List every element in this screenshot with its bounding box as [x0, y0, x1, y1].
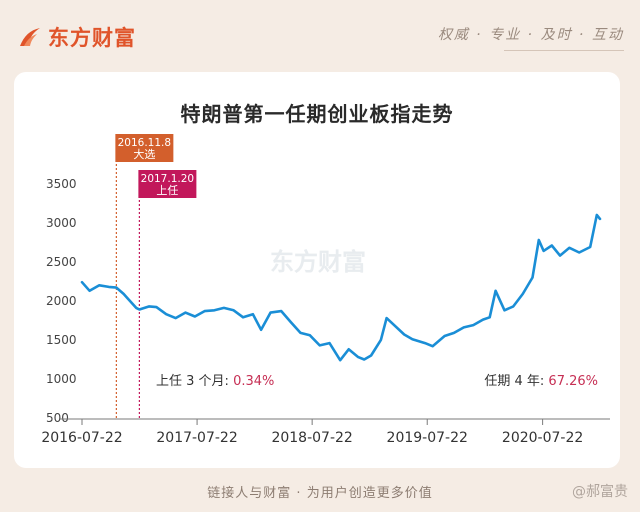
stat-label: 上任 3 个月: [156, 374, 233, 389]
chart-title: 特朗普第一任期创业板指走势 [180, 102, 454, 126]
event-label-box [115, 134, 174, 162]
brand[interactable]: 东方财富 [18, 22, 136, 52]
chart-card [14, 72, 620, 468]
event-date-label: 2017.1.20 [141, 173, 194, 185]
x-axis: 2016-07-22 2017-07-22 2018-07-22 2019-07-22… [41, 418, 610, 446]
series-line [80, 213, 602, 362]
y-tick-label: 1500 [46, 333, 77, 347]
eastmoney-logo-icon [20, 28, 40, 46]
x-tick-label: 2019-07-22 [387, 430, 468, 446]
stats-labels: 上任 3 个月: 0.34% 任期 4 年: 67.26% [156, 374, 598, 389]
x-tick-label: 2020-07-22 [502, 430, 583, 446]
event-name-label: 大选 [133, 147, 155, 161]
credit-label: @郝富贵 [572, 484, 628, 500]
slogan-divider [504, 50, 624, 51]
brand-name: 东方财富 [48, 26, 136, 50]
footer-tagline: 链接人与财富 · 为用户创造更多价值 [207, 486, 433, 501]
y-tick-label: 3000 [46, 216, 77, 230]
stat-text: 任期 4 年: 67.26% [484, 374, 598, 389]
event-date-label: 2016.11.8 [118, 137, 171, 149]
x-tick-label: 2016-07-22 [41, 430, 122, 446]
y-tick-label: 3500 [46, 177, 77, 191]
slogan: 权威 · 专业 · 及时 · 互动 [437, 27, 624, 43]
x-tick-label: 2017-07-22 [156, 430, 237, 446]
y-tick-label: 2500 [46, 255, 77, 269]
stat-label: 任期 4 年: [484, 374, 548, 389]
y-tick-label: 500 [46, 411, 69, 425]
x-tick-label: 2018-07-22 [271, 430, 352, 446]
stat-value: 0.34% [233, 374, 274, 389]
stat-value: 67.26% [548, 374, 598, 389]
header: 东方财富 权威 · 专业 · 及时 · 互动 [0, 0, 640, 70]
stat-text: 上任 3 个月: 0.34% [156, 374, 274, 389]
event-label-box [138, 170, 197, 198]
chart-watermark: 东方财富 [270, 248, 366, 276]
y-tick-label: 2000 [46, 294, 77, 308]
y-axis: 500 1000 1500 2000 2500 3000 3500 [46, 177, 77, 425]
event-name-label: 上任 [156, 184, 178, 197]
y-tick-label: 1000 [46, 372, 77, 386]
